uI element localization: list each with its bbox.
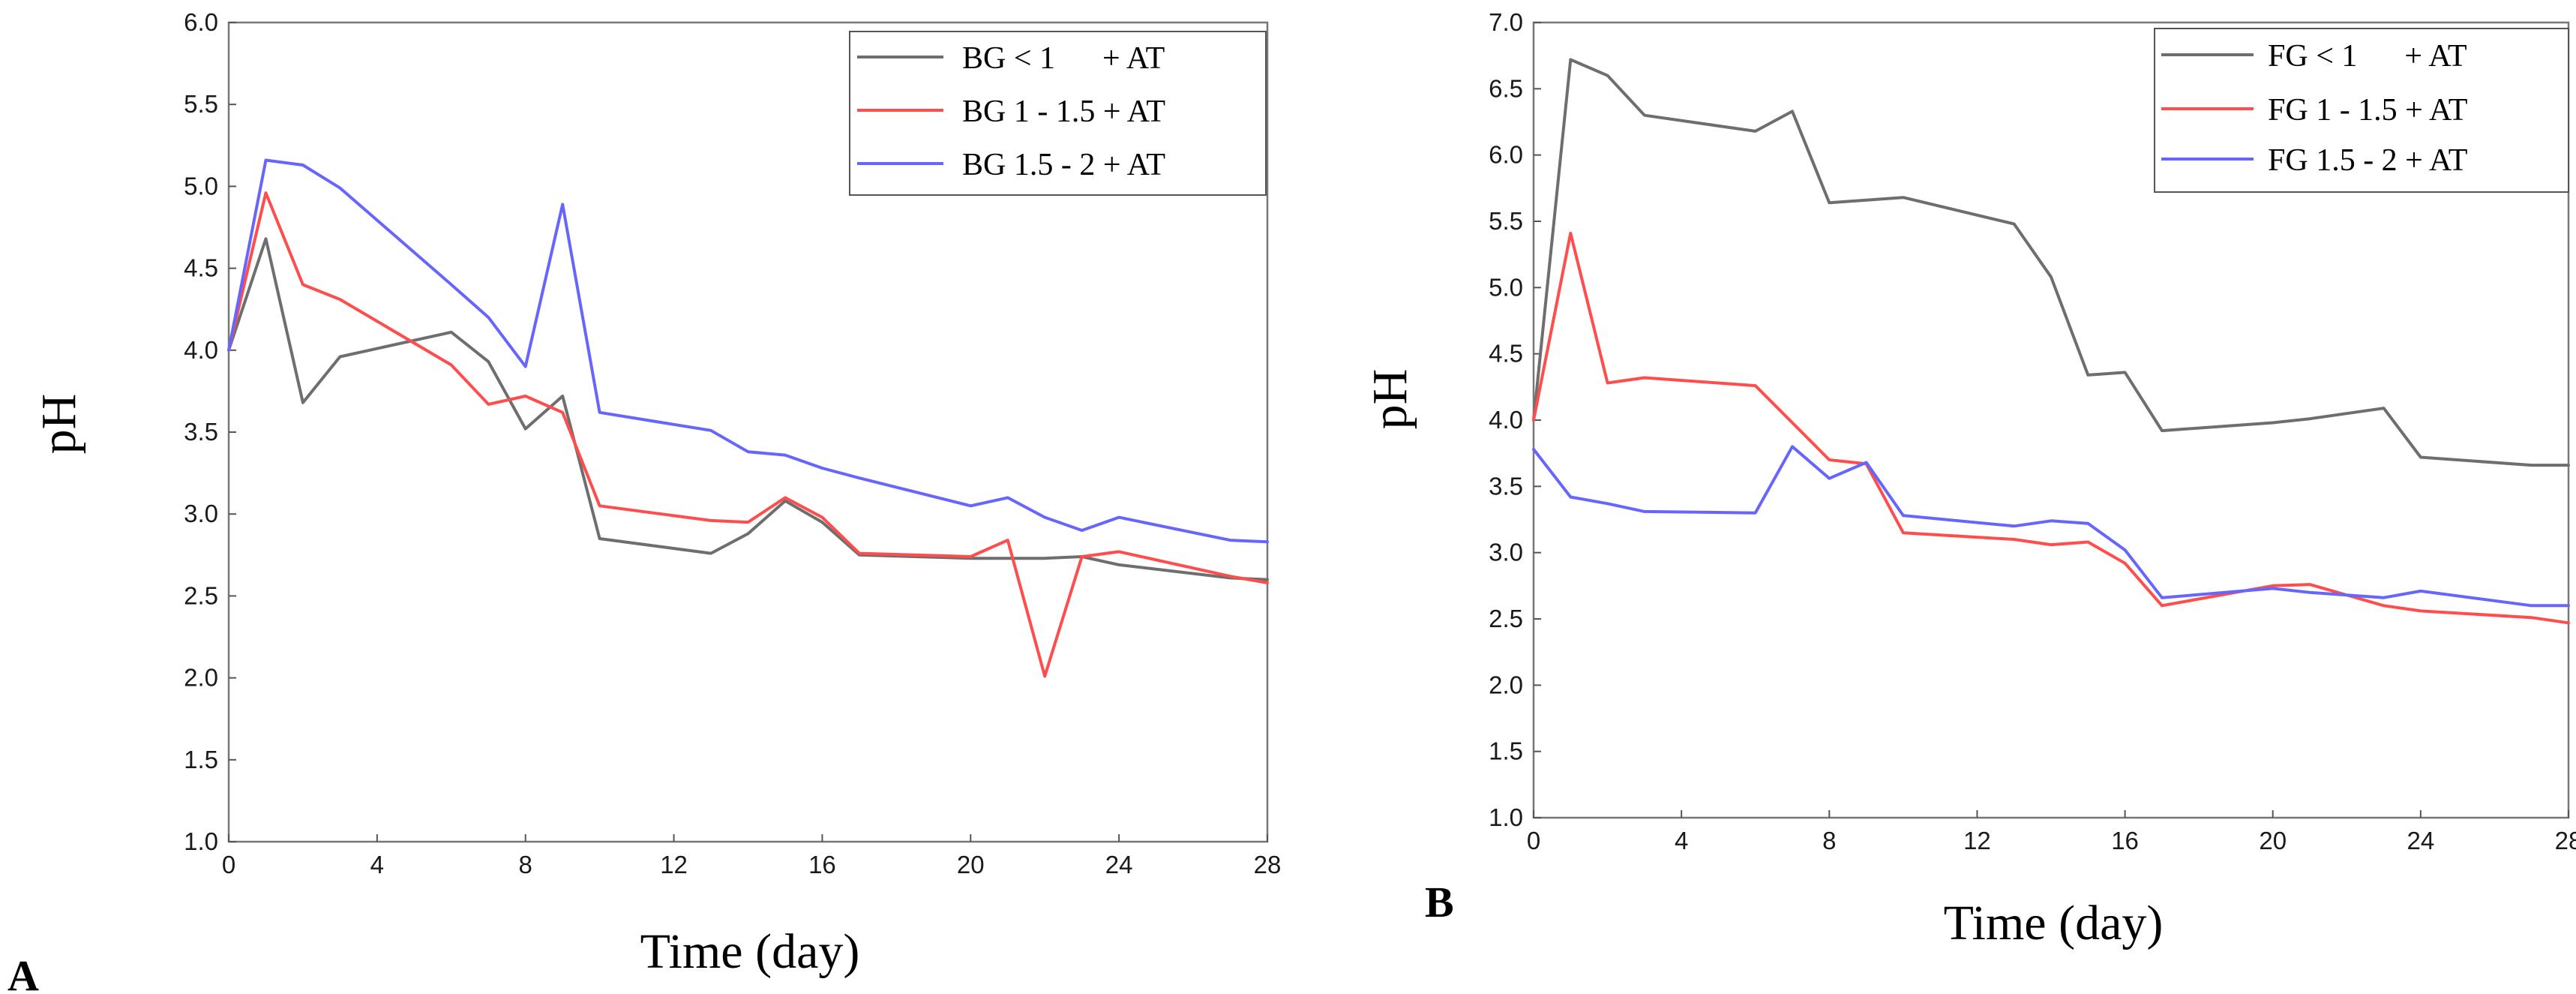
panel-a-axes: 1.0 1.5 2.0 2.5 3.0 3.5 4.0 4.5 5.0 5.5 6.0 0 4 8 12 16… xyxy=(184,8,1281,878)
panel-b-series-line-2 xyxy=(1532,445,2570,608)
panel-b-x-tick-label: 28 xyxy=(2555,827,2576,854)
panel-b-y-tick-label: 5.0 xyxy=(1489,273,1523,301)
panel-a-legend: BG < 1 + AT BG 1 - 1.5 + AT BG 1.5 - 2 +… xyxy=(849,31,1267,196)
panel-a-x-tick-label: 8 xyxy=(519,851,532,878)
panel-b-xlabel: Time (day) xyxy=(1944,896,2164,950)
panel-b-y-tick-label: 2.5 xyxy=(1489,605,1523,632)
panel-a-x-tick-label: 12 xyxy=(660,851,688,878)
panel-b-y-tick-label: 6.0 xyxy=(1489,141,1523,169)
panel-a-series-line-2 xyxy=(227,158,1269,544)
panel-b-series-lines xyxy=(1532,58,2570,625)
panel-a-xlabel: Time (day) xyxy=(640,924,860,979)
panel-b-x-tick-label: 20 xyxy=(2259,827,2287,854)
panel-b-legend-label-0: FG < 1 + AT xyxy=(2268,39,2467,74)
panel-a-y-tick-label: 4.0 xyxy=(184,336,218,364)
panel-b-legend: FG < 1 + AT FG 1 - 1.5 + AT FG 1.5 - 2 +… xyxy=(2154,28,2569,193)
panel-a-series-line-1 xyxy=(227,191,1269,678)
panel-b-series-line-0 xyxy=(1532,58,2570,467)
panel-a-y-tick-label: 5.5 xyxy=(184,90,218,118)
panel-a-legend-label-1: BG 1 - 1.5 + AT xyxy=(962,95,1165,129)
panel-a-y-tick-label: 1.0 xyxy=(184,827,218,855)
panel-a-x-tick-label: 0 xyxy=(222,851,235,878)
panel-a-letter: A xyxy=(7,951,39,994)
panel-b-legend-label-1: FG 1 - 1.5 + AT xyxy=(2268,93,2467,128)
panel-b-x-tick-label: 16 xyxy=(2111,827,2139,854)
panel-b-legend-label-2: FG 1.5 - 2 + AT xyxy=(2268,143,2467,178)
panel-a-ylabel: pH xyxy=(31,394,86,455)
panel-a-x-tick-label: 28 xyxy=(1254,851,1282,878)
panel-a-x-tick-label: 4 xyxy=(370,851,384,878)
panel-a-y-tick-label: 4.5 xyxy=(184,254,218,282)
panel-b-x-tick-label: 24 xyxy=(2407,827,2434,854)
panel-a-y-tick-label: 2.0 xyxy=(184,664,218,692)
panel-b-axes: 1.0 1.5 2.0 2.5 3.0 3.5 4.0 4.5 5.0 5.5 6.0 6.5 7.0 0… xyxy=(1489,8,2576,854)
panel-b: B pH Time (day) 1.0 1.5 2.0 2.5 3.0 3.5 4.0 4.5… xyxy=(1363,8,2576,950)
panel-b-y-tick-label: 1.5 xyxy=(1489,737,1523,765)
panel-b-y-tick-label: 4.0 xyxy=(1489,406,1523,434)
panel-a-x-tick-label: 20 xyxy=(957,851,985,878)
panel-b-y-tick-label: 4.5 xyxy=(1489,340,1523,368)
panel-b-letter: B xyxy=(1425,878,1454,926)
panel-a: A pH Time (day) 1.0 1.5 2.0 2.5 3.0 3.5 4.0 4.5… xyxy=(7,8,1281,994)
panel-a-legend-box xyxy=(849,31,1267,196)
panel-b-x-tick-label: 8 xyxy=(1822,827,1836,854)
panel-a-y-tick-label: 3.5 xyxy=(184,418,218,446)
panel-a-legend-label-2: BG 1.5 - 2 + AT xyxy=(962,148,1165,182)
panel-a-y-tick-label: 2.5 xyxy=(184,581,218,609)
panel-b-x-tick-label: 4 xyxy=(1675,827,1688,854)
panel-b-y-tick-label: 5.5 xyxy=(1489,207,1523,235)
panel-a-legend-label-0: BG < 1 + AT xyxy=(962,41,1165,76)
panel-b-series-line-1 xyxy=(1532,231,2570,625)
panel-a-x-tick-label: 16 xyxy=(808,851,836,878)
panel-a-x-tick-label: 24 xyxy=(1105,851,1133,878)
panel-a-y-tick-label: 1.5 xyxy=(184,746,218,773)
panel-a-series-line-0 xyxy=(227,237,1269,581)
panel-a-y-tick-label: 6.0 xyxy=(184,8,218,36)
panel-b-y-tick-label: 2.0 xyxy=(1489,671,1523,698)
panel-b-y-tick-label: 6.5 xyxy=(1489,74,1523,102)
panel-b-y-tick-label: 7.0 xyxy=(1489,8,1523,36)
panel-b-y-tick-label: 3.5 xyxy=(1489,472,1523,500)
panel-b-ylabel: pH xyxy=(1363,369,1417,430)
panel-a-y-tick-label: 5.0 xyxy=(184,172,218,200)
panel-b-x-tick-label: 12 xyxy=(1963,827,1991,854)
panel-a-y-tick-label: 3.0 xyxy=(184,500,218,527)
panel-b-y-tick-label: 3.0 xyxy=(1489,539,1523,566)
panel-b-y-tick-label: 1.0 xyxy=(1489,803,1523,831)
panel-b-x-tick-label: 0 xyxy=(1527,827,1540,854)
panel-a-series-lines xyxy=(227,158,1269,678)
